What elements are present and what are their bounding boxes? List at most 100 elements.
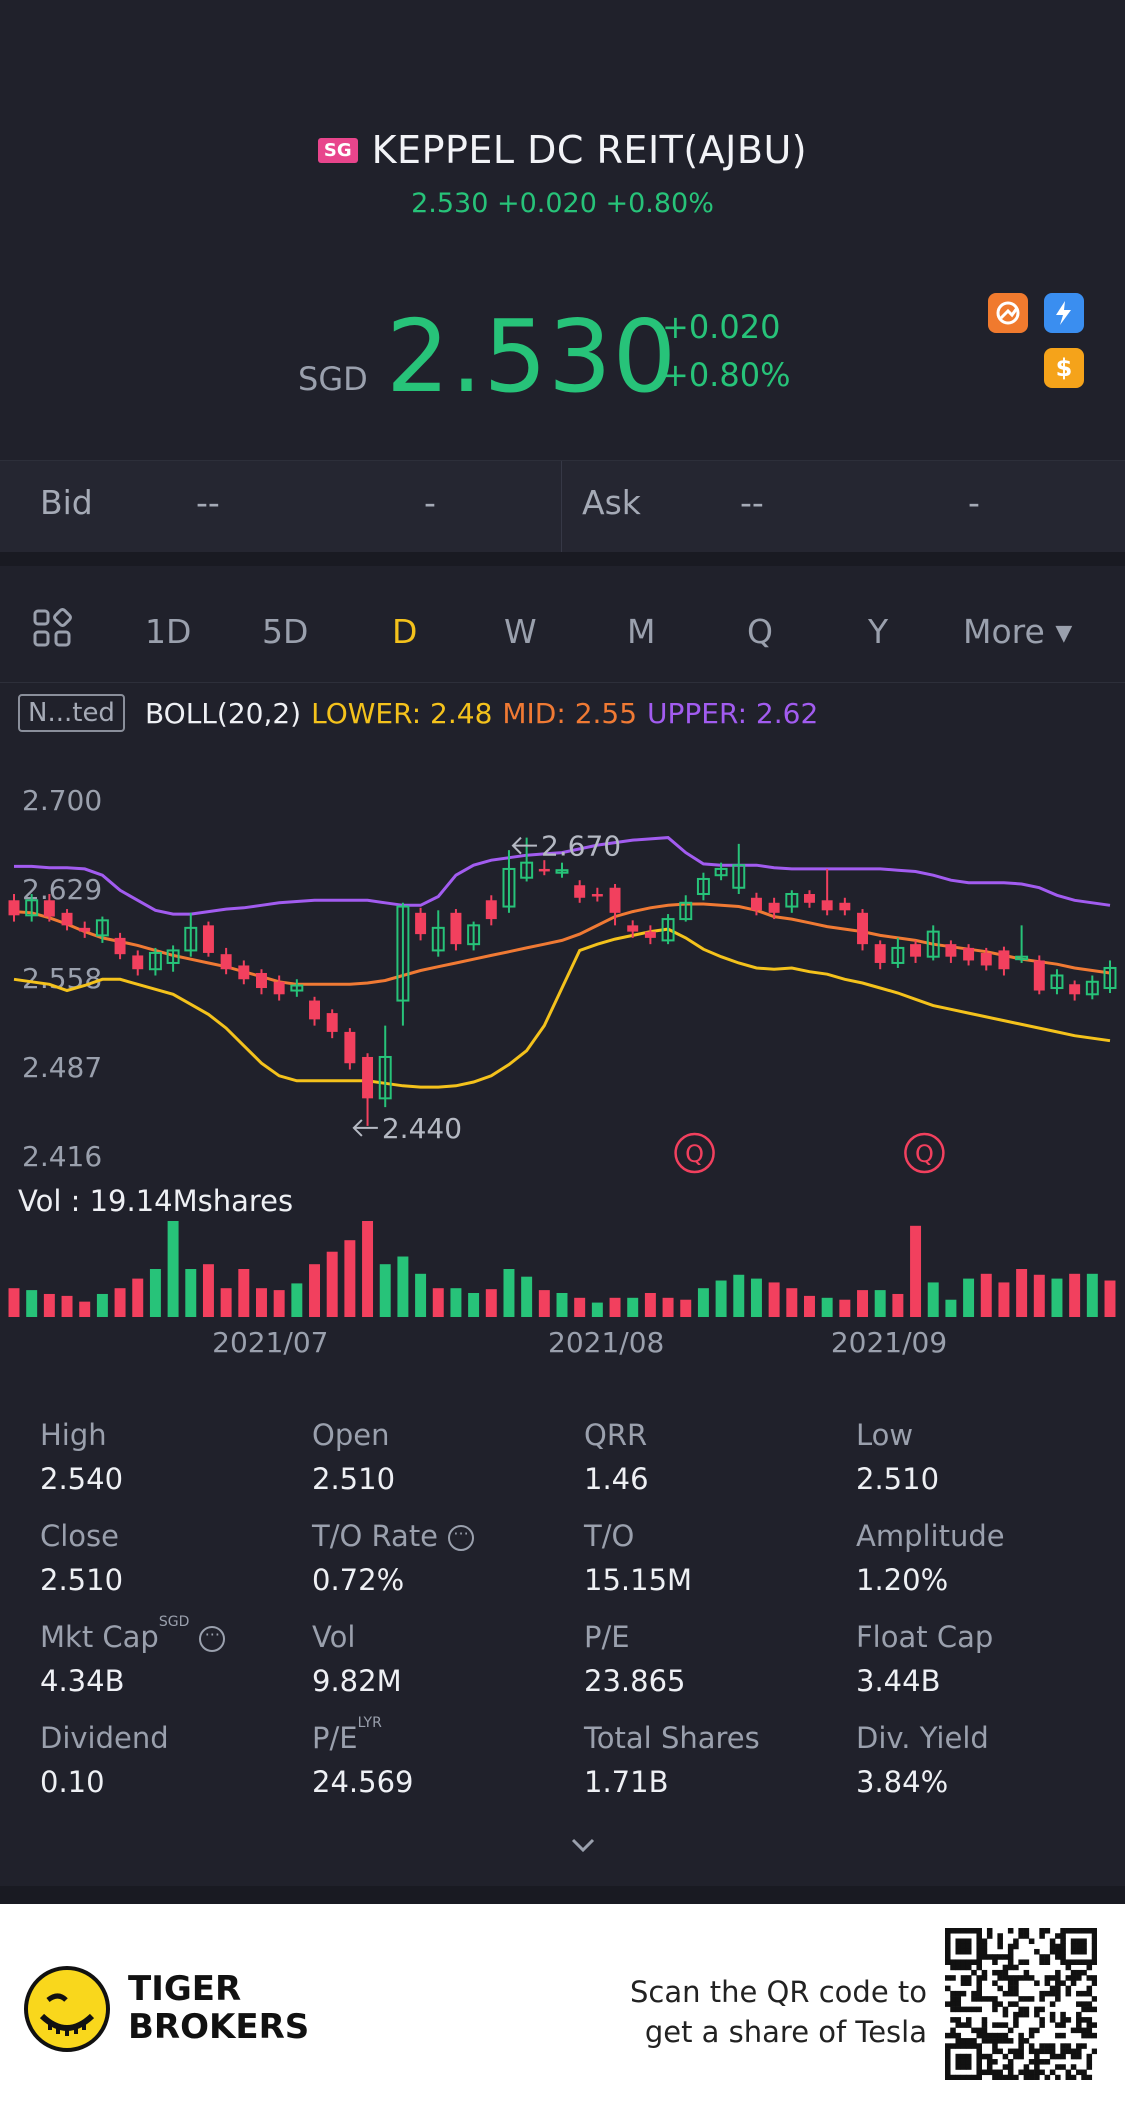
swirl-icon[interactable] xyxy=(988,293,1028,333)
earnings-marker[interactable]: Q xyxy=(674,1132,715,1174)
price-change: +0.020 xyxy=(662,308,781,346)
candle[interactable] xyxy=(1085,975,1099,1000)
candle[interactable] xyxy=(891,937,905,968)
tab-5d[interactable]: 5D xyxy=(262,612,309,651)
candle[interactable] xyxy=(696,872,710,901)
candle[interactable] xyxy=(910,940,922,963)
candle[interactable] xyxy=(467,921,481,951)
stat-value: 1.46 xyxy=(584,1462,649,1496)
candle[interactable] xyxy=(1033,955,1045,995)
candle[interactable] xyxy=(555,862,569,878)
candle[interactable] xyxy=(574,880,586,903)
candle[interactable] xyxy=(8,894,20,922)
dollar-icon[interactable]: $ xyxy=(1044,348,1084,388)
candle[interactable] xyxy=(132,950,144,976)
candle[interactable] xyxy=(768,897,780,920)
candle[interactable] xyxy=(857,909,868,951)
volume-bar xyxy=(750,1278,762,1317)
candle[interactable] xyxy=(25,894,39,922)
candle[interactable] xyxy=(520,837,534,882)
candle[interactable] xyxy=(750,892,762,916)
candle[interactable] xyxy=(396,902,410,1026)
info-more-icon[interactable]: ··· xyxy=(448,1525,475,1551)
candle[interactable] xyxy=(256,969,267,995)
brand-name: TIGER BROKERS xyxy=(128,1970,309,2046)
volume-bar xyxy=(609,1297,621,1317)
x-tick-label: 2021/09 xyxy=(831,1326,947,1359)
candle[interactable] xyxy=(644,925,656,945)
stat-value: 0.10 xyxy=(40,1765,105,1799)
expand-chevron-icon[interactable] xyxy=(568,1830,598,1860)
candle[interactable] xyxy=(874,940,886,970)
candle[interactable] xyxy=(431,910,445,957)
scan-line-1: Scan the QR code to xyxy=(630,1975,927,2009)
candle[interactable] xyxy=(538,860,550,876)
candle[interactable] xyxy=(362,1053,374,1126)
candle[interactable] xyxy=(963,944,975,966)
candle[interactable] xyxy=(926,925,940,961)
candle[interactable] xyxy=(415,907,427,941)
candle[interactable] xyxy=(273,975,285,1001)
candle[interactable] xyxy=(1103,960,1117,994)
tab-w[interactable]: W xyxy=(504,612,537,651)
bid-ask-bar: Bid -- - Ask -- - xyxy=(0,460,1125,553)
candle[interactable] xyxy=(485,895,497,926)
candle[interactable] xyxy=(785,890,799,913)
candle[interactable] xyxy=(326,1009,338,1039)
candle[interactable] xyxy=(1015,925,1029,963)
candle[interactable] xyxy=(839,897,851,916)
candle[interactable] xyxy=(344,1028,356,1070)
candle[interactable] xyxy=(714,862,728,881)
stat-cell: P/ELYR 24.569 xyxy=(312,1715,413,1799)
candle[interactable] xyxy=(502,850,516,913)
candle[interactable] xyxy=(609,883,621,926)
candle[interactable] xyxy=(945,940,957,963)
scan-line-2: get a share of Tesla xyxy=(644,2015,927,2049)
candle[interactable] xyxy=(627,920,639,938)
candle[interactable] xyxy=(114,932,126,960)
stat-label: High xyxy=(40,1418,107,1452)
candle[interactable] xyxy=(43,894,55,922)
candle[interactable] xyxy=(804,890,815,908)
candle[interactable] xyxy=(450,909,462,951)
candle[interactable] xyxy=(95,916,109,943)
title-row: SG KEPPEL DC REIT(AJBU) xyxy=(0,128,1125,172)
candle[interactable] xyxy=(148,947,162,976)
info-more-icon[interactable]: ··· xyxy=(199,1626,226,1652)
lightning-icon[interactable] xyxy=(1044,293,1084,333)
candle[interactable] xyxy=(184,912,198,957)
candle[interactable] xyxy=(998,946,1010,976)
stat-value: 1.71B xyxy=(584,1765,669,1799)
candle[interactable] xyxy=(290,979,304,997)
candle[interactable] xyxy=(821,868,833,916)
candle[interactable] xyxy=(309,996,320,1026)
tab-more[interactable]: More ▼ xyxy=(963,612,1072,651)
candle[interactable] xyxy=(238,960,250,985)
earnings-marker[interactable]: Q xyxy=(904,1132,945,1174)
candle[interactable] xyxy=(1069,980,1081,1001)
tab-q[interactable]: Q xyxy=(747,612,773,651)
candle[interactable] xyxy=(166,945,180,972)
candle[interactable] xyxy=(679,895,693,922)
tab-m[interactable]: M xyxy=(627,612,656,651)
candle[interactable] xyxy=(220,947,232,975)
candle[interactable] xyxy=(61,909,73,931)
candle[interactable] xyxy=(1050,969,1064,995)
candle[interactable] xyxy=(732,843,746,895)
tab-d[interactable]: D xyxy=(392,612,418,651)
candle[interactable] xyxy=(79,921,91,938)
layout-grid-icon[interactable] xyxy=(32,608,72,648)
candle[interactable] xyxy=(378,1025,392,1108)
candle[interactable] xyxy=(980,947,992,971)
candle[interactable] xyxy=(591,887,603,902)
svg-text:Q: Q xyxy=(915,1140,934,1168)
qr-code-icon[interactable] xyxy=(945,1928,1097,2080)
footer-separator xyxy=(0,1886,1125,1904)
candle[interactable] xyxy=(202,921,214,957)
tab-y[interactable]: Y xyxy=(868,612,889,651)
indicator-select-button[interactable]: N...ted xyxy=(18,694,125,732)
candle[interactable] xyxy=(661,914,675,945)
volume-bar xyxy=(450,1288,462,1317)
tab-1d[interactable]: 1D xyxy=(145,612,192,651)
